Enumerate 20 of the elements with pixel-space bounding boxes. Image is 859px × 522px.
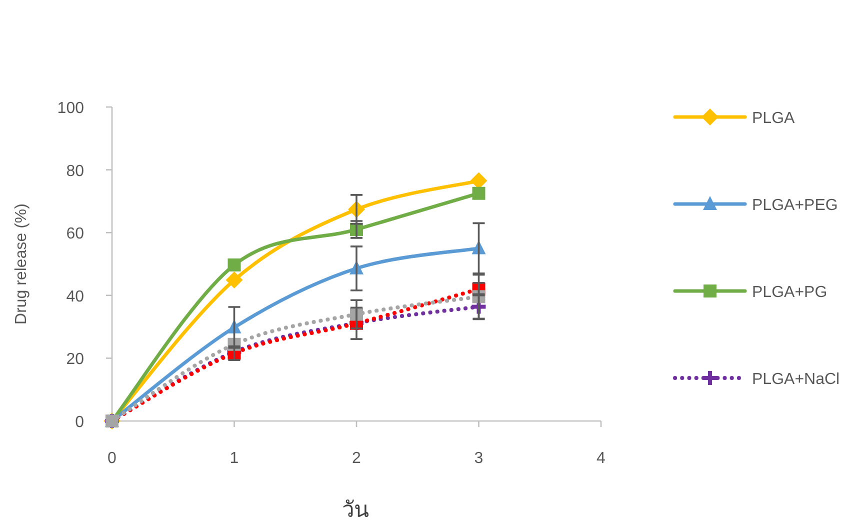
x-tick-label: 0 (108, 450, 117, 467)
point (226, 272, 243, 289)
y-axis-title: Drug release (%) (13, 204, 30, 324)
y-tick-label: 60 (66, 226, 84, 243)
y-tick-label: 20 (66, 351, 84, 368)
x-tick-label: 1 (230, 450, 239, 467)
x-axis-title: วัน (342, 497, 369, 522)
point (228, 258, 241, 272)
x-tick-label: 3 (474, 450, 484, 467)
point (472, 186, 486, 200)
x-tick-label: 4 (596, 450, 606, 467)
legend-label: PLGA (752, 110, 796, 127)
y-tick-label: 40 (66, 288, 84, 306)
y-tick-label: 0 (75, 414, 84, 431)
legend-label: PLGA+PEG (752, 197, 838, 214)
legend-label: PLGA+NaCl (752, 371, 840, 388)
y-tick-label: 80 (66, 162, 84, 180)
x-tick-label: 2 (352, 450, 362, 467)
legend-label: PLGA+PG (752, 284, 828, 301)
y-tick-label: 100 (57, 100, 84, 117)
